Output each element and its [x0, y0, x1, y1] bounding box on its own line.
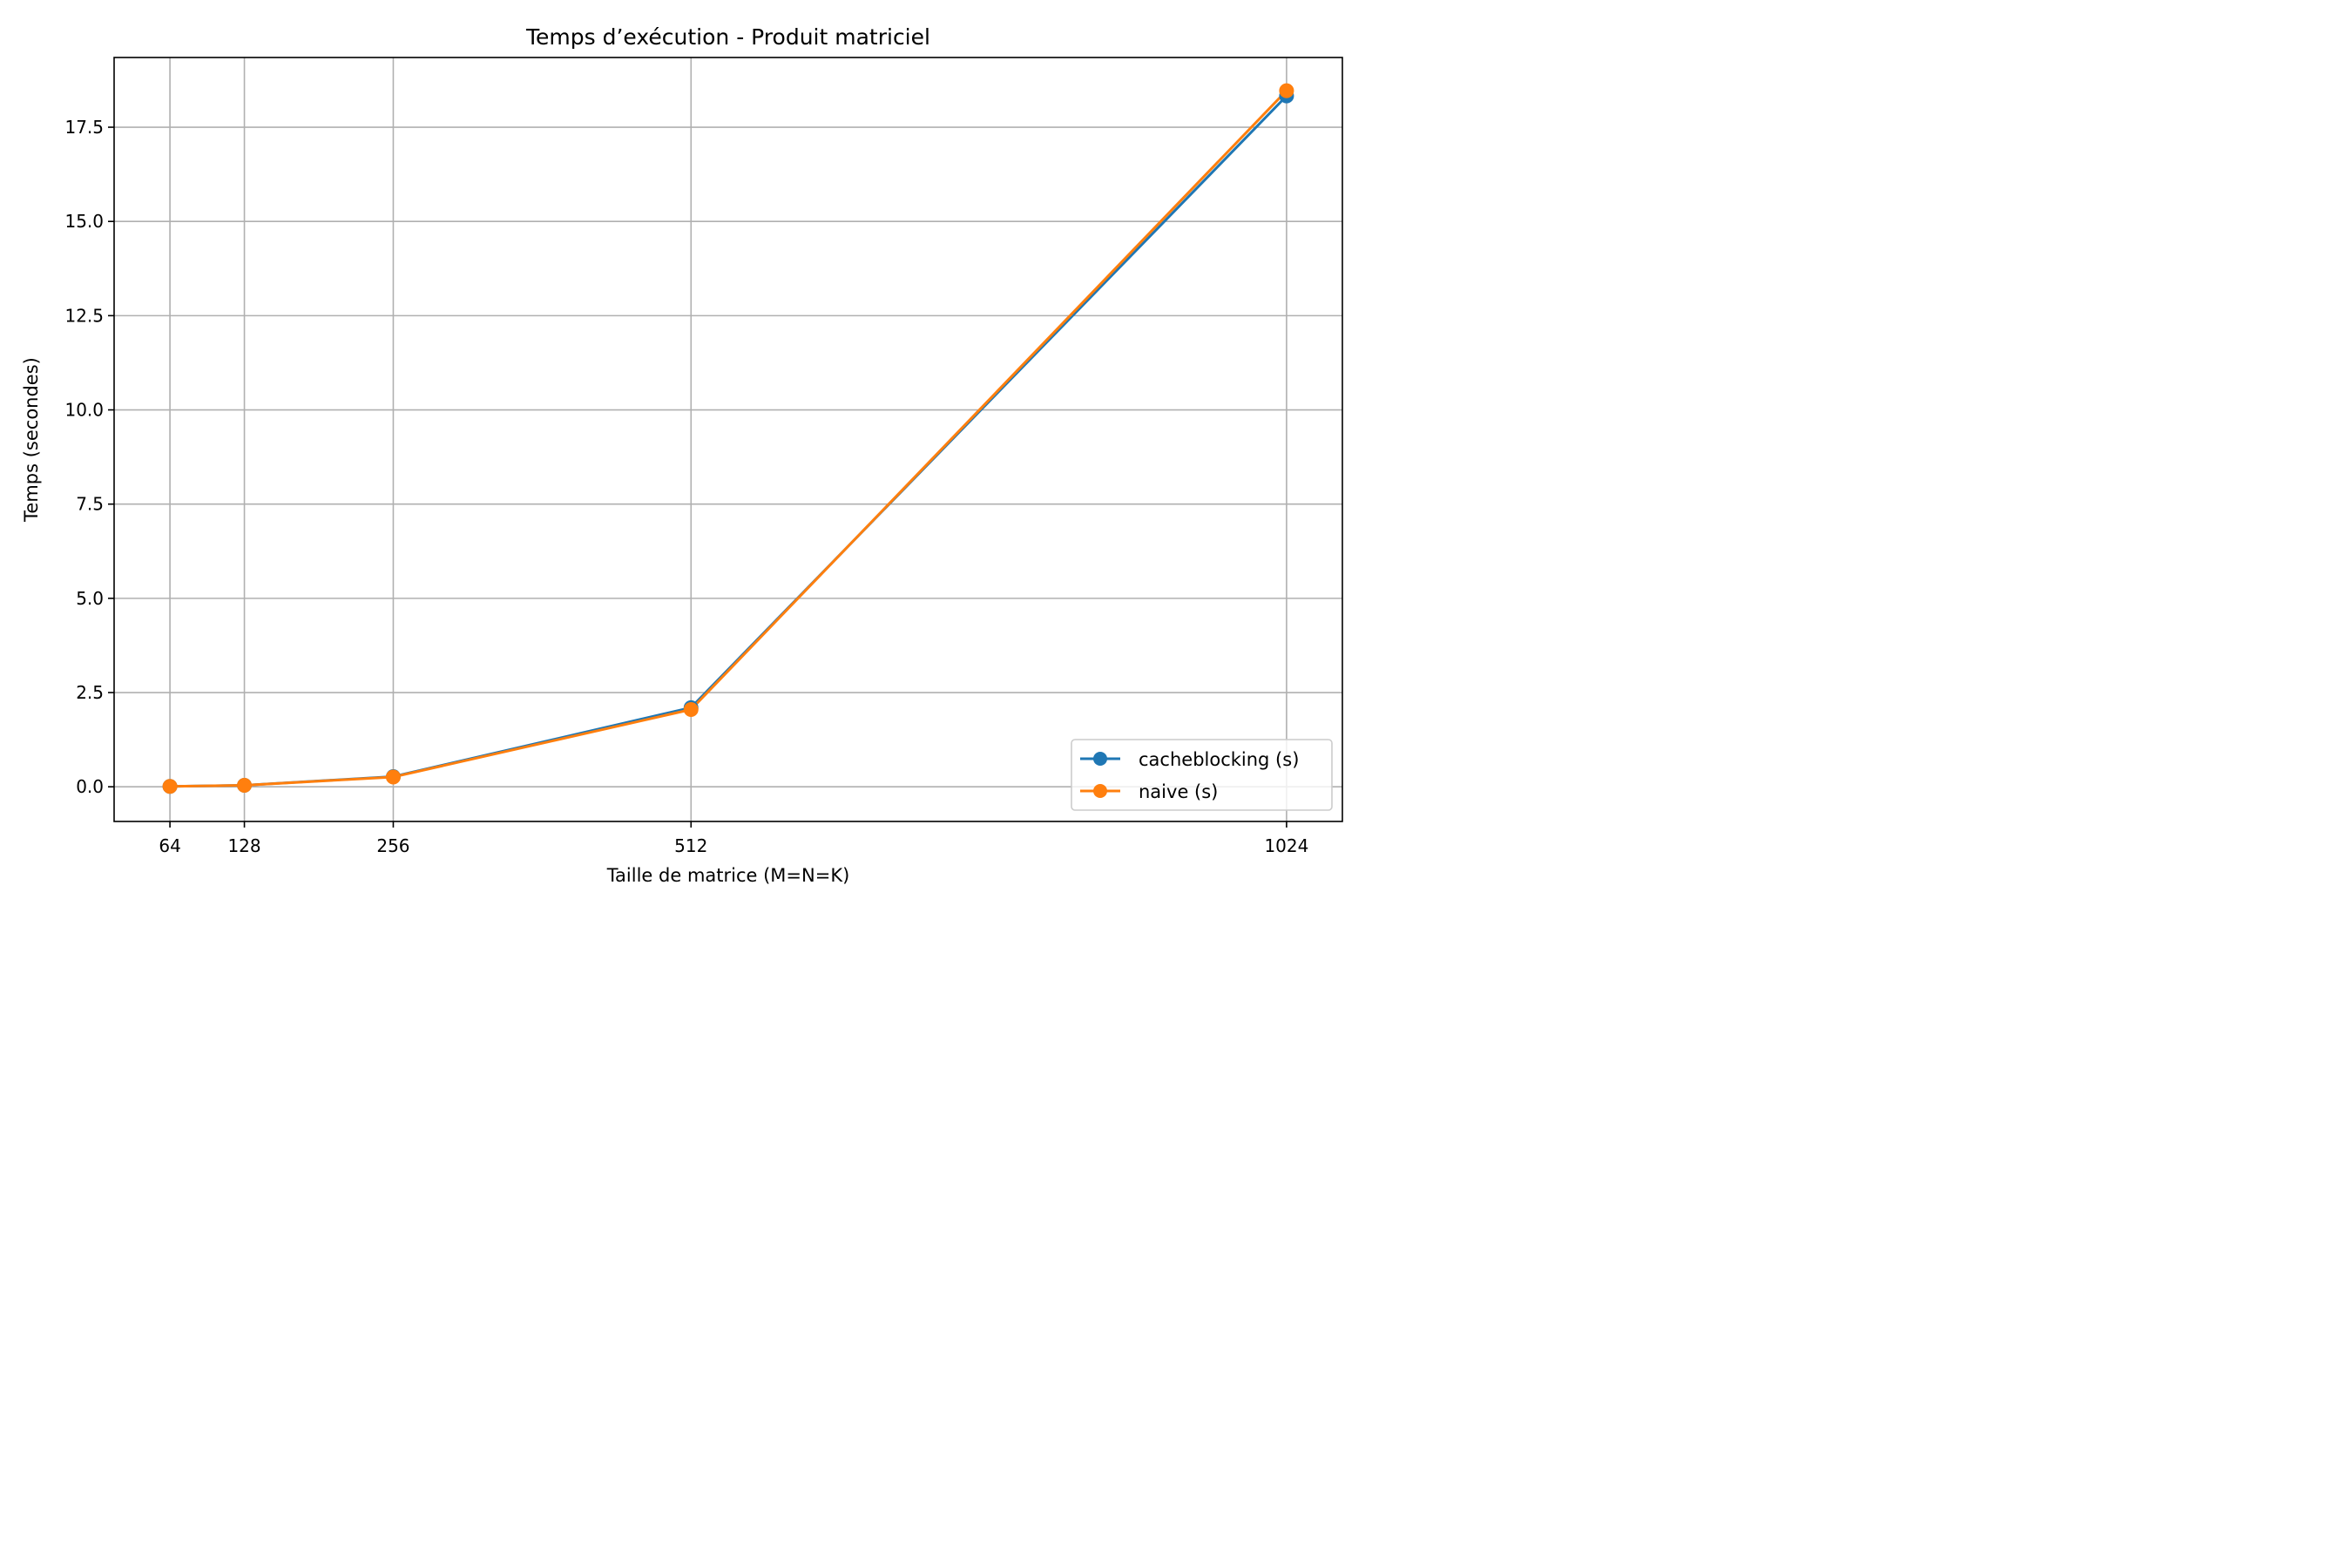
line-chart: Temps d’exécution - Produit matriciel 64… — [21, 24, 1343, 886]
data-point-1-0 — [162, 779, 178, 794]
data-point-1-1 — [237, 777, 253, 793]
x-tick-label: 512 — [674, 835, 707, 856]
legend-label-0: cacheblocking (s) — [1139, 749, 1299, 770]
series-lines — [170, 90, 1288, 788]
x-tick-label: 64 — [159, 835, 180, 856]
data-point-1-3 — [683, 702, 699, 718]
grid-lines — [114, 57, 1342, 821]
y-tick-label: 10.0 — [64, 400, 104, 421]
legend-marker-1 — [1093, 784, 1107, 798]
series-line-1 — [170, 90, 1288, 788]
legend-marker-0 — [1093, 752, 1107, 766]
series-line-0 — [170, 95, 1288, 788]
chart-title: Temps d’exécution - Produit matriciel — [525, 24, 930, 50]
y-axis-label: Temps (secondes) — [21, 357, 42, 523]
x-tick-label: 256 — [376, 835, 409, 856]
plot-area-frame — [113, 57, 1343, 822]
y-tick-label: 5.0 — [76, 588, 104, 609]
y-axis-ticks: 0.0 2.5 5.0 7.5 10.0 12.5 15.0 17.5 — [64, 117, 114, 797]
y-tick-label: 2.5 — [76, 682, 104, 703]
y-tick-label: 15.0 — [64, 211, 104, 232]
legend-box — [1071, 739, 1333, 811]
y-tick-label: 17.5 — [64, 117, 104, 138]
data-point-1-4 — [1279, 83, 1294, 98]
x-tick-label: 128 — [227, 835, 260, 856]
x-axis-ticks: 64 128 256 512 1024 — [159, 821, 1308, 856]
legend: cacheblocking (s) naive (s) — [1071, 739, 1333, 811]
y-tick-label: 12.5 — [64, 305, 104, 326]
y-tick-label: 7.5 — [76, 494, 104, 515]
y-tick-label: 0.0 — [76, 776, 104, 797]
data-point-1-2 — [385, 769, 401, 785]
series-markers — [162, 83, 1294, 794]
legend-label-1: naive (s) — [1139, 781, 1218, 802]
x-tick-label: 1024 — [1264, 835, 1308, 856]
x-axis-label: Taille de matrice (M=N=K) — [606, 865, 850, 886]
